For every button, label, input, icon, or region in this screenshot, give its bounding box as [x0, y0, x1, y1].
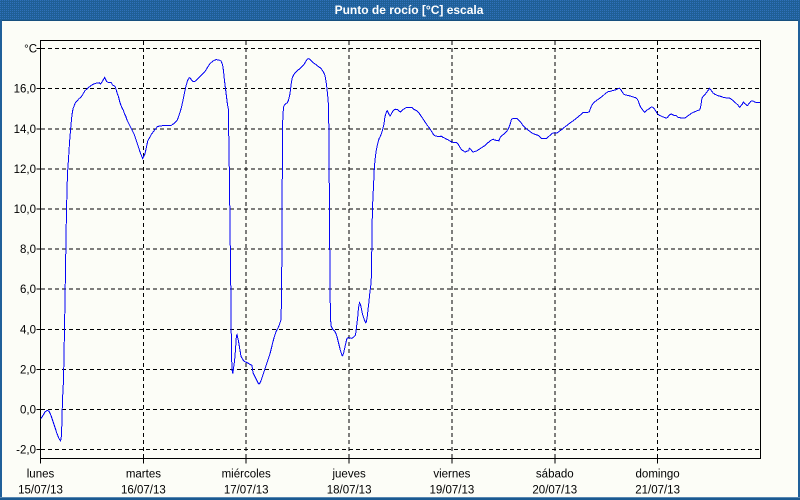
svg-text:19/07/13: 19/07/13: [430, 485, 475, 497]
svg-text:miércoles: miércoles: [222, 469, 271, 481]
svg-text:viernes: viernes: [433, 469, 470, 481]
svg-text:12,0: 12,0: [14, 164, 36, 176]
svg-text:lunes: lunes: [27, 469, 55, 481]
svg-text:sábado: sábado: [536, 469, 574, 481]
svg-text:18/07/13: 18/07/13: [327, 485, 372, 497]
svg-text:jueves: jueves: [331, 469, 365, 481]
svg-text:martes: martes: [126, 469, 161, 481]
svg-text:domingo: domingo: [636, 469, 680, 481]
svg-text:16/07/13: 16/07/13: [121, 485, 166, 497]
svg-text:21/07/13: 21/07/13: [635, 485, 680, 497]
svg-text:15/07/13: 15/07/13: [18, 485, 63, 497]
svg-text:10,0: 10,0: [14, 204, 36, 216]
svg-text:0,0: 0,0: [20, 405, 36, 417]
svg-text:14,0: 14,0: [14, 124, 36, 136]
svg-text:20/07/13: 20/07/13: [532, 485, 577, 497]
svg-text:4,0: 4,0: [20, 324, 36, 336]
svg-text:8,0: 8,0: [20, 244, 36, 256]
svg-text:°C: °C: [24, 44, 37, 56]
svg-text:-2,0: -2,0: [16, 445, 36, 457]
svg-text:16,0: 16,0: [14, 84, 36, 96]
svg-text:2,0: 2,0: [20, 364, 36, 376]
svg-text:17/07/13: 17/07/13: [224, 485, 269, 497]
svg-text:6,0: 6,0: [20, 284, 36, 296]
